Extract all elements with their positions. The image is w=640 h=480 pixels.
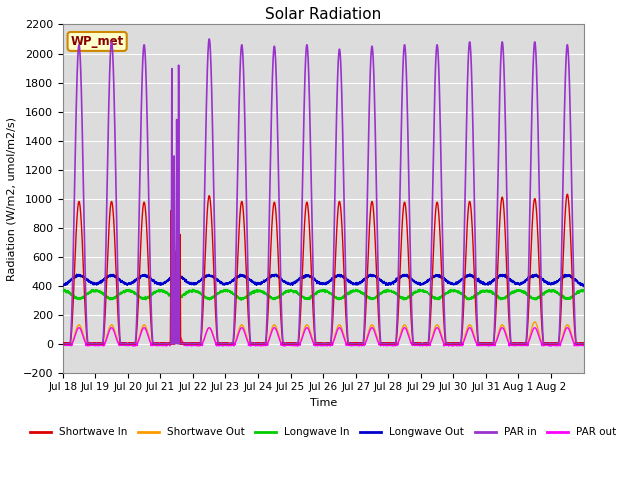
Legend: Shortwave In, Shortwave Out, Longwave In, Longwave Out, PAR in, PAR out: Shortwave In, Shortwave Out, Longwave In…: [26, 423, 621, 442]
Title: Solar Radiation: Solar Radiation: [265, 7, 381, 22]
Text: WP_met: WP_met: [70, 35, 124, 48]
Y-axis label: Radiation (W/m2, umol/m2/s): Radiation (W/m2, umol/m2/s): [7, 117, 17, 281]
X-axis label: Time: Time: [310, 398, 337, 408]
